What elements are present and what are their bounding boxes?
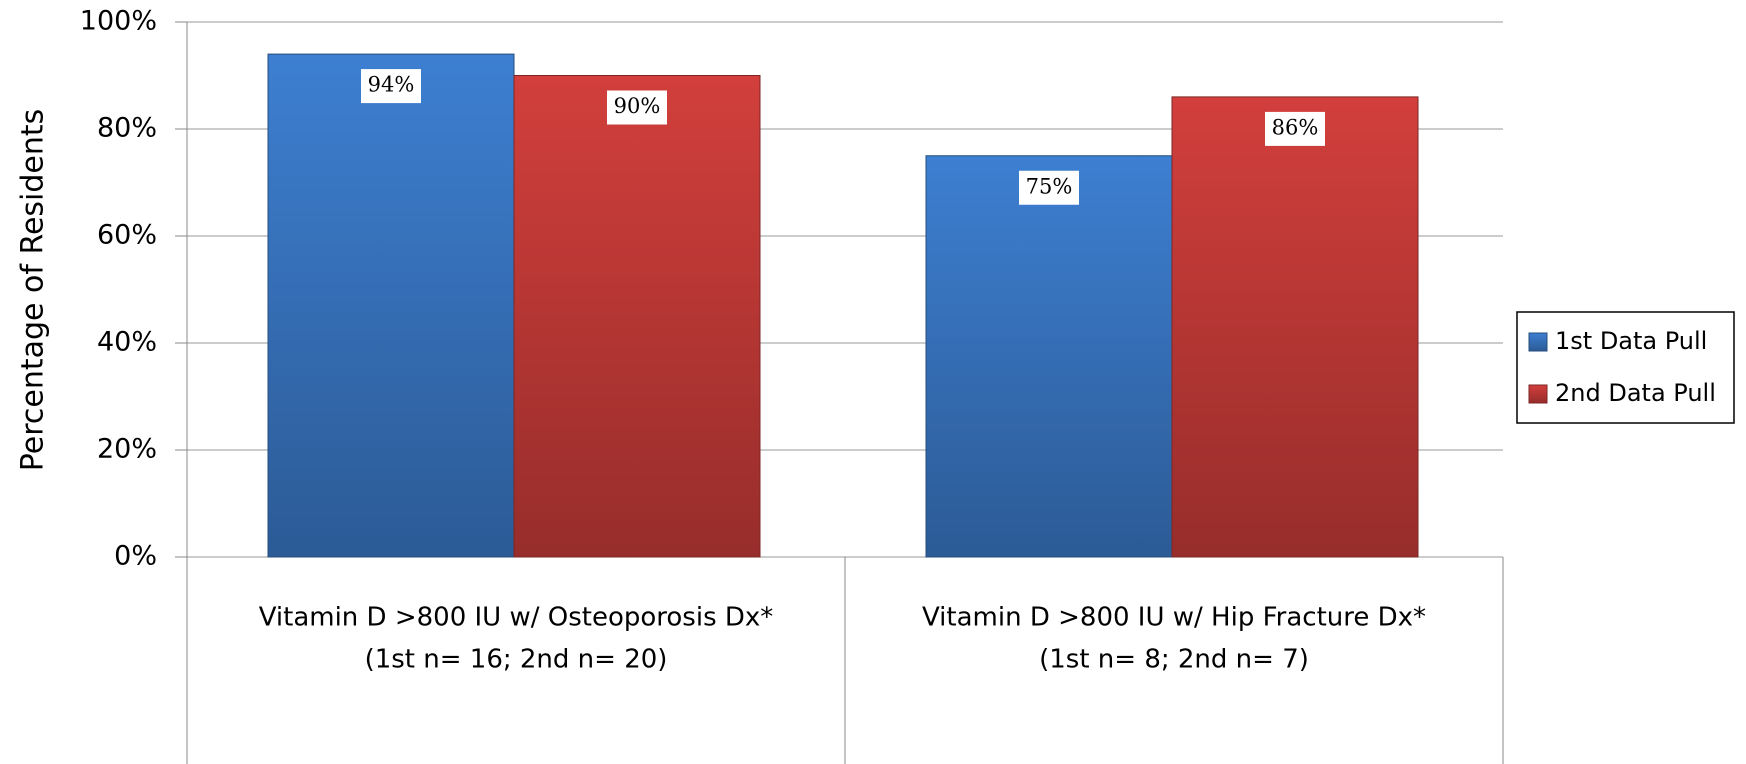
bar (267, 53, 515, 558)
legend-swatch (1528, 332, 1548, 352)
bar (1171, 96, 1419, 558)
data-label-box (1265, 111, 1325, 146)
legend-label: 2nd Data Pull (1555, 379, 1716, 407)
y-tick-label: 0% (114, 541, 157, 572)
legend-swatch (1528, 384, 1548, 404)
data-label: 90% (614, 94, 661, 118)
bar (513, 75, 761, 558)
legend-label: 1st Data Pull (1555, 327, 1707, 355)
x-tick-label: Vitamin D >800 IU w/ Hip Fracture Dx* (922, 603, 1426, 633)
x-tick-label: Vitamin D >800 IU w/ Osteoporosis Dx* (259, 603, 774, 633)
data-label-box (607, 90, 667, 125)
bar (925, 155, 1173, 558)
data-label: 86% (1272, 115, 1319, 139)
y-tick-label: 40% (97, 327, 157, 358)
data-label: 94% (368, 73, 415, 97)
data-label-box (1019, 170, 1079, 205)
y-axis-label: Percentage of Residents (16, 109, 51, 472)
y-tick-label: 20% (97, 434, 157, 465)
x-tick-label: (1st n= 16; 2nd n= 20) (365, 645, 668, 675)
y-tick-label: 80% (97, 113, 157, 144)
data-label-box (361, 69, 421, 104)
legend-box (1516, 311, 1735, 424)
x-tick-label: (1st n= 8; 2nd n= 7) (1039, 645, 1309, 675)
data-label: 75% (1026, 174, 1073, 198)
y-tick-label: 100% (80, 6, 157, 37)
y-tick-label: 60% (97, 220, 157, 251)
